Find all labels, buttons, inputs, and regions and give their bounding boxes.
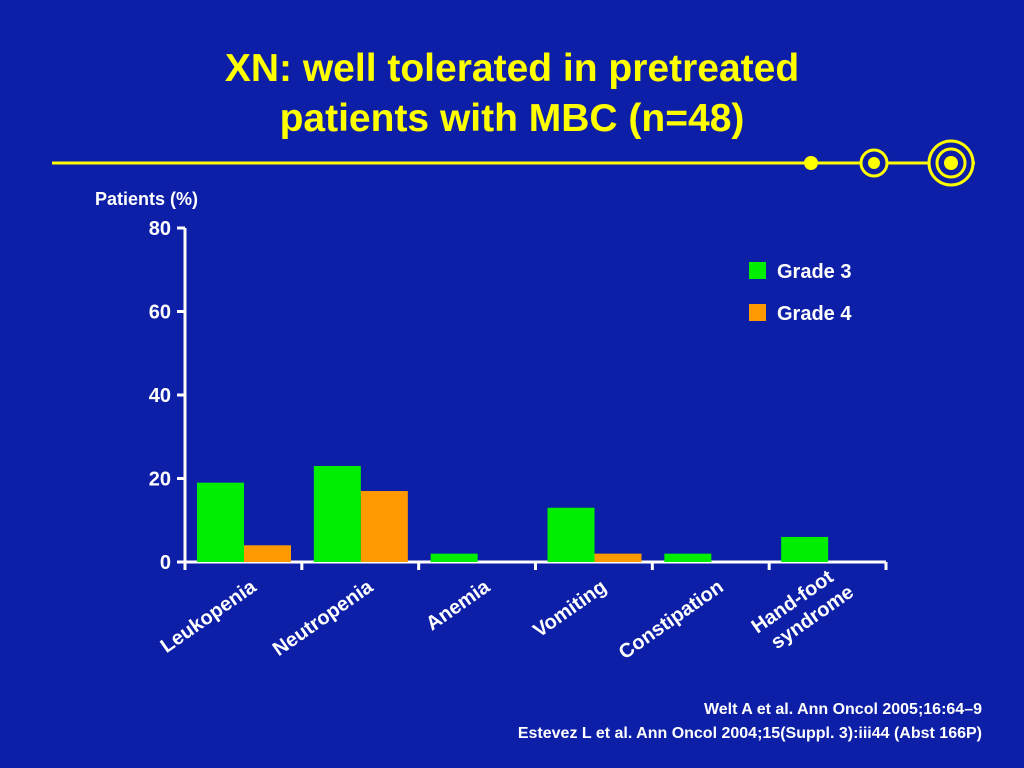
x-tick-label-line: Leukopenia (157, 575, 261, 657)
divider-target-center-icon (944, 156, 958, 170)
y-tick-label: 20 (149, 469, 171, 491)
x-tick-label-line: Neutropenia (269, 575, 378, 660)
y-tick-label: 0 (160, 552, 171, 574)
bar-grade-4-1 (360, 491, 408, 562)
slide-title-line-2: patients with MBC (n=48) (279, 97, 745, 140)
bar-grade-4-3 (594, 553, 642, 562)
divider-target-ring-icon (935, 147, 967, 179)
y-tick-label: 40 (149, 385, 171, 407)
bar-grade-3-2 (430, 553, 478, 562)
legend-label-1: Grade 4 (777, 303, 852, 325)
references: Welt A et al. Ann Oncol 2005;16:64–9 Est… (518, 698, 982, 746)
x-tick-label: Neutropenia (269, 575, 378, 660)
x-tick-label: Anemia (422, 575, 495, 635)
x-tick-label: Leukopenia (157, 575, 261, 657)
divider-ring-center-icon (868, 157, 880, 169)
legend-swatch-1 (749, 304, 766, 321)
x-tick-label-line: Vomiting (529, 576, 610, 642)
bar-grade-4-0 (244, 545, 291, 562)
y-axis-label: Patients (%) (95, 189, 198, 209)
x-tick-label: Hand-footsyndrome (748, 561, 858, 657)
slide-title: XN: well tolerated in pretreated patient… (0, 44, 1024, 144)
legend-label-0: Grade 3 (777, 261, 851, 283)
x-tick-label-line: Anemia (422, 575, 495, 635)
bar-grade-3-3 (547, 507, 595, 562)
legend-swatch-0 (749, 262, 766, 279)
reference-1: Welt A et al. Ann Oncol 2005;16:64–9 (703, 701, 982, 718)
bar-grade-3-5 (781, 536, 829, 562)
slide-title-line-1: XN: well tolerated in pretreated (224, 47, 800, 90)
reference-2: Estevez L et al. Ann Oncol 2004;15(Suppl… (517, 725, 982, 742)
bar-grade-3-1 (313, 465, 361, 562)
divider-dot-icon (804, 156, 818, 170)
x-tick-label: Constipation (615, 576, 728, 664)
y-tick-label: 60 (149, 302, 171, 324)
y-tick-label: 80 (149, 218, 171, 240)
x-tick-label-line: Constipation (615, 576, 728, 664)
bar-grade-3-4 (664, 553, 712, 562)
bar-grade-3-0 (197, 482, 244, 562)
x-tick-label: Vomiting (529, 576, 610, 642)
